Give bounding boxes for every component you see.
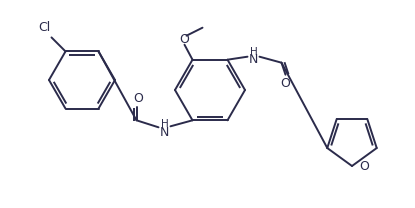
Text: H: H: [250, 47, 257, 57]
Text: H: H: [161, 119, 168, 129]
Text: O: O: [281, 77, 290, 90]
Text: N: N: [160, 126, 169, 139]
Text: O: O: [134, 92, 144, 105]
Text: O: O: [359, 160, 369, 172]
Text: O: O: [180, 33, 189, 46]
Text: N: N: [249, 53, 258, 66]
Text: Cl: Cl: [38, 21, 51, 34]
